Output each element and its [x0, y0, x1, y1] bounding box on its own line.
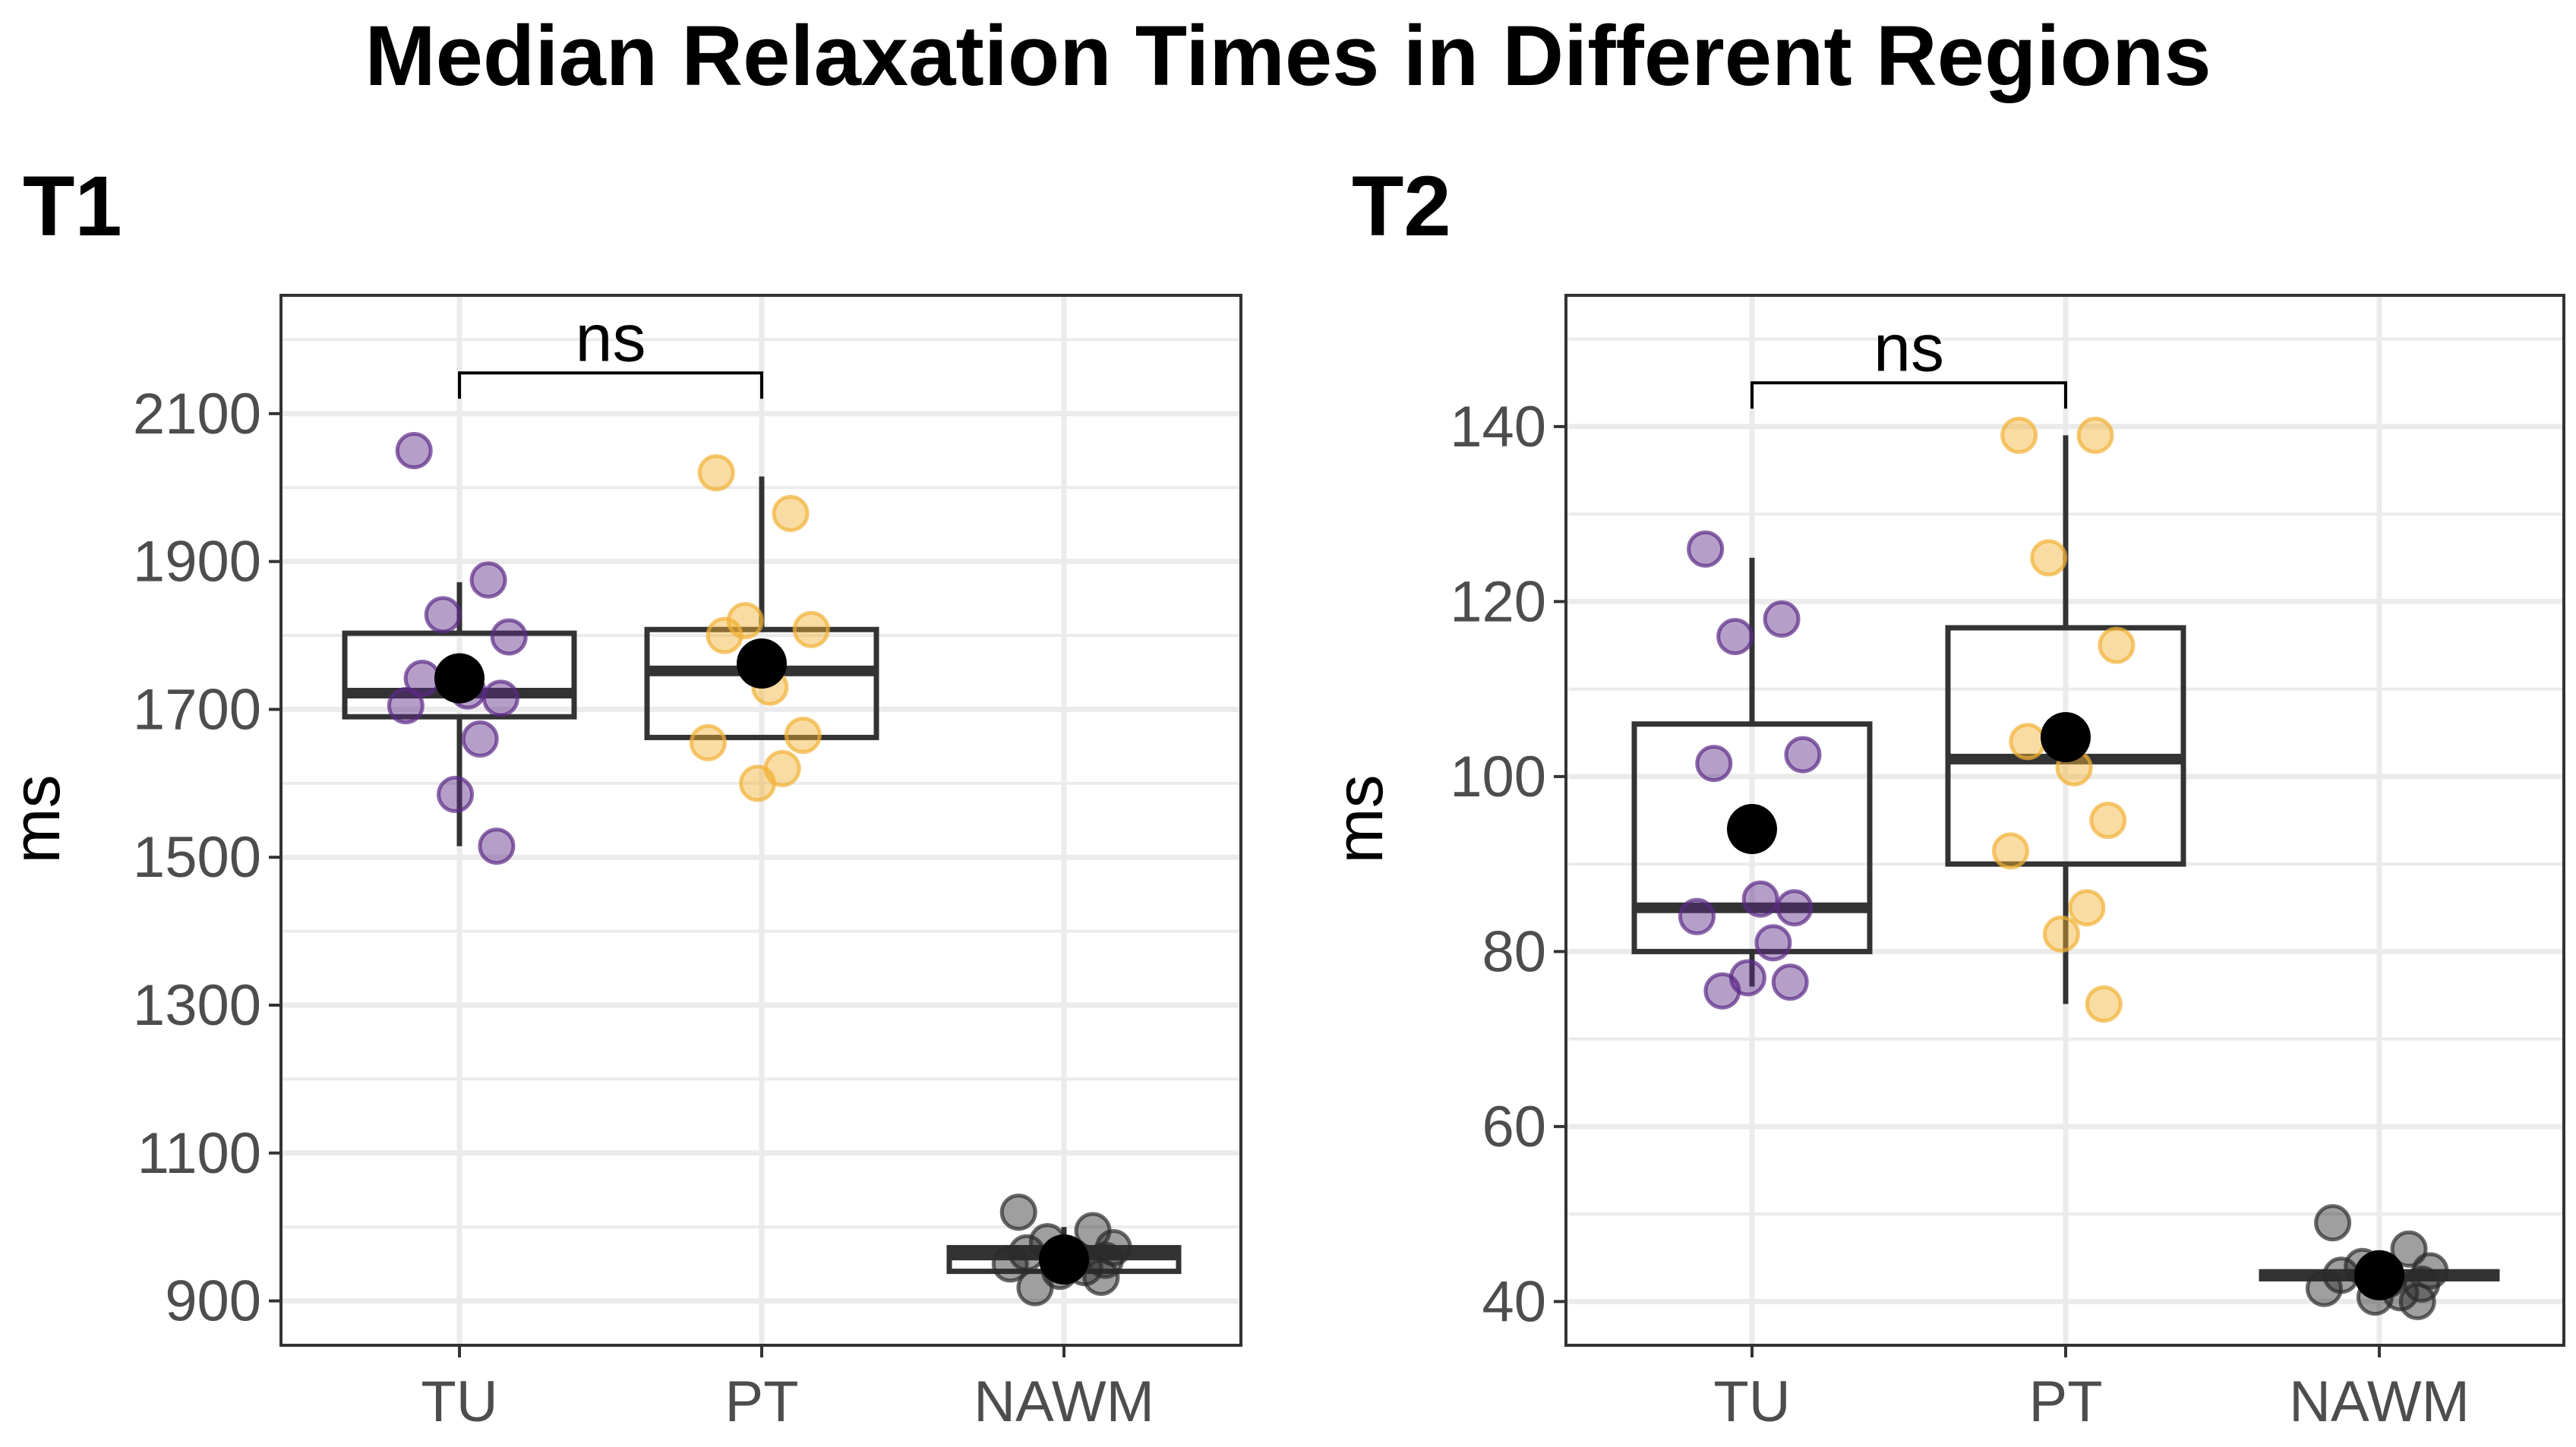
x-tick-label: NAWM: [2289, 1370, 2470, 1434]
y-tick-label: 1500: [133, 825, 261, 890]
data-point-pt: [739, 764, 777, 802]
axis-t2: 40 60 80 100 120 140 TU PT NAWM: [1450, 395, 2470, 1434]
box-iqr: [644, 626, 879, 740]
significance-label: ns: [576, 300, 646, 375]
data-point-tu: [387, 687, 425, 725]
y-axis-label-t1: ms: [0, 774, 74, 863]
marks-t2: ns: [1631, 310, 2500, 1320]
y-tick-label: 40: [1482, 1269, 1546, 1334]
data-point-tu: [469, 561, 507, 599]
y-tick-label: 1900: [133, 530, 261, 594]
data-point-pt: [689, 724, 727, 761]
y-tick-label: 1700: [133, 677, 261, 742]
data-point-tu: [1771, 963, 1809, 1001]
data-point-pt: [2089, 802, 2127, 839]
data-point-tu: [481, 679, 519, 717]
box-iqr: [342, 630, 577, 720]
y-tick-label: 1300: [133, 973, 261, 1038]
data-point-tu: [1703, 972, 1741, 1010]
mean-point-pt: [737, 638, 787, 689]
data-point-nawm: [1016, 1269, 1054, 1307]
x-tick-label: NAWM: [974, 1370, 1154, 1434]
data-point-nawm: [2305, 1269, 2343, 1307]
y-tick-label: 120: [1450, 569, 1546, 634]
x-tick-label: TU: [421, 1370, 497, 1434]
mean-point-tu: [1727, 804, 1777, 855]
data-point-nawm: [991, 1245, 1029, 1283]
data-point-tu: [1754, 924, 1792, 962]
gridlines-t1: [281, 295, 1241, 1345]
data-point-pt: [2030, 539, 2068, 577]
x-tick-label: PT: [724, 1370, 798, 1434]
data-point-pt: [1991, 832, 2029, 870]
data-point-pt: [2000, 416, 2038, 454]
y-tick-label: 80: [1482, 919, 1546, 984]
y-tick-label: 100: [1450, 745, 1546, 809]
data-point-pt: [784, 716, 822, 754]
mean-point-pt: [2041, 712, 2091, 763]
significance-label: ns: [1874, 310, 1944, 385]
data-point-tu: [490, 618, 528, 656]
data-point-pt: [2098, 626, 2136, 664]
x-tick-label: TU: [1713, 1370, 1790, 1434]
box-iqr: [1945, 625, 2186, 867]
data-point-nawm: [2398, 1282, 2436, 1320]
data-point-pt: [706, 616, 743, 654]
panel-title-t1: T1: [23, 159, 122, 254]
box-tu-t2: [1631, 557, 1873, 987]
y-tick-label: 140: [1450, 395, 1546, 459]
mean-point-nawm: [2354, 1250, 2404, 1300]
y-tick-label: 2100: [133, 382, 261, 446]
significance-bracket: [458, 371, 763, 399]
data-point-tu: [1687, 530, 1725, 568]
data-point-pt: [2009, 723, 2047, 761]
axis-t1: 900 1100 1300 1500 1700 1900 2100 TU PT NAWM: [133, 382, 1154, 1434]
mean-point-nawm: [1039, 1234, 1089, 1285]
data-point-nawm: [1082, 1258, 1120, 1296]
significance-bracket: [1750, 381, 2067, 409]
y-tick-label: 1100: [137, 1121, 261, 1186]
data-point-pt: [2076, 416, 2114, 454]
data-point-tu: [461, 720, 499, 758]
data-point-pt: [2085, 985, 2123, 1023]
y-tick-label: 900: [165, 1269, 261, 1334]
data-point-pt: [2068, 889, 2106, 927]
y-axis-label-t2: ms: [1321, 774, 1397, 863]
data-point-pt: [697, 454, 735, 492]
data-point-tu: [437, 775, 475, 813]
data-point-tu: [1716, 617, 1754, 655]
data-point-pt: [2042, 915, 2080, 953]
box-iqr: [1631, 721, 1873, 954]
box-pt-t2: [1945, 435, 2186, 1004]
mean-point-tu: [434, 653, 485, 704]
x-tick-label: PT: [2028, 1370, 2102, 1434]
data-point-tu: [1763, 600, 1801, 638]
marks-t1: ns: [342, 300, 1182, 1307]
panel-t2: T2 ms ns 40 60 80 100 120 140 TU PT NAWM: [1321, 159, 2565, 1434]
data-point-nawm: [2390, 1230, 2428, 1268]
y-tick-label: 60: [1482, 1095, 1546, 1159]
data-point-tu: [1695, 745, 1733, 783]
data-point-nawm: [999, 1193, 1037, 1231]
panel-title-t2: T2: [1352, 159, 1451, 254]
data-point-pt: [772, 494, 810, 532]
data-point-tu: [1678, 897, 1716, 935]
figure-title: Median Relaxation Times in Different Reg…: [365, 8, 2211, 103]
data-point-tu: [1776, 889, 1814, 927]
data-point-pt: [792, 610, 830, 648]
data-point-tu: [1784, 736, 1822, 774]
panel-t1: T1 ms ns 900 1100 1300 1500 1700 1900 2100 TU PT…: [0, 159, 1242, 1434]
data-point-tu: [1741, 880, 1779, 918]
data-point-tu: [395, 432, 433, 470]
data-point-tu: [424, 596, 462, 634]
data-point-tu: [478, 828, 516, 865]
data-point-nawm: [2314, 1204, 2352, 1242]
